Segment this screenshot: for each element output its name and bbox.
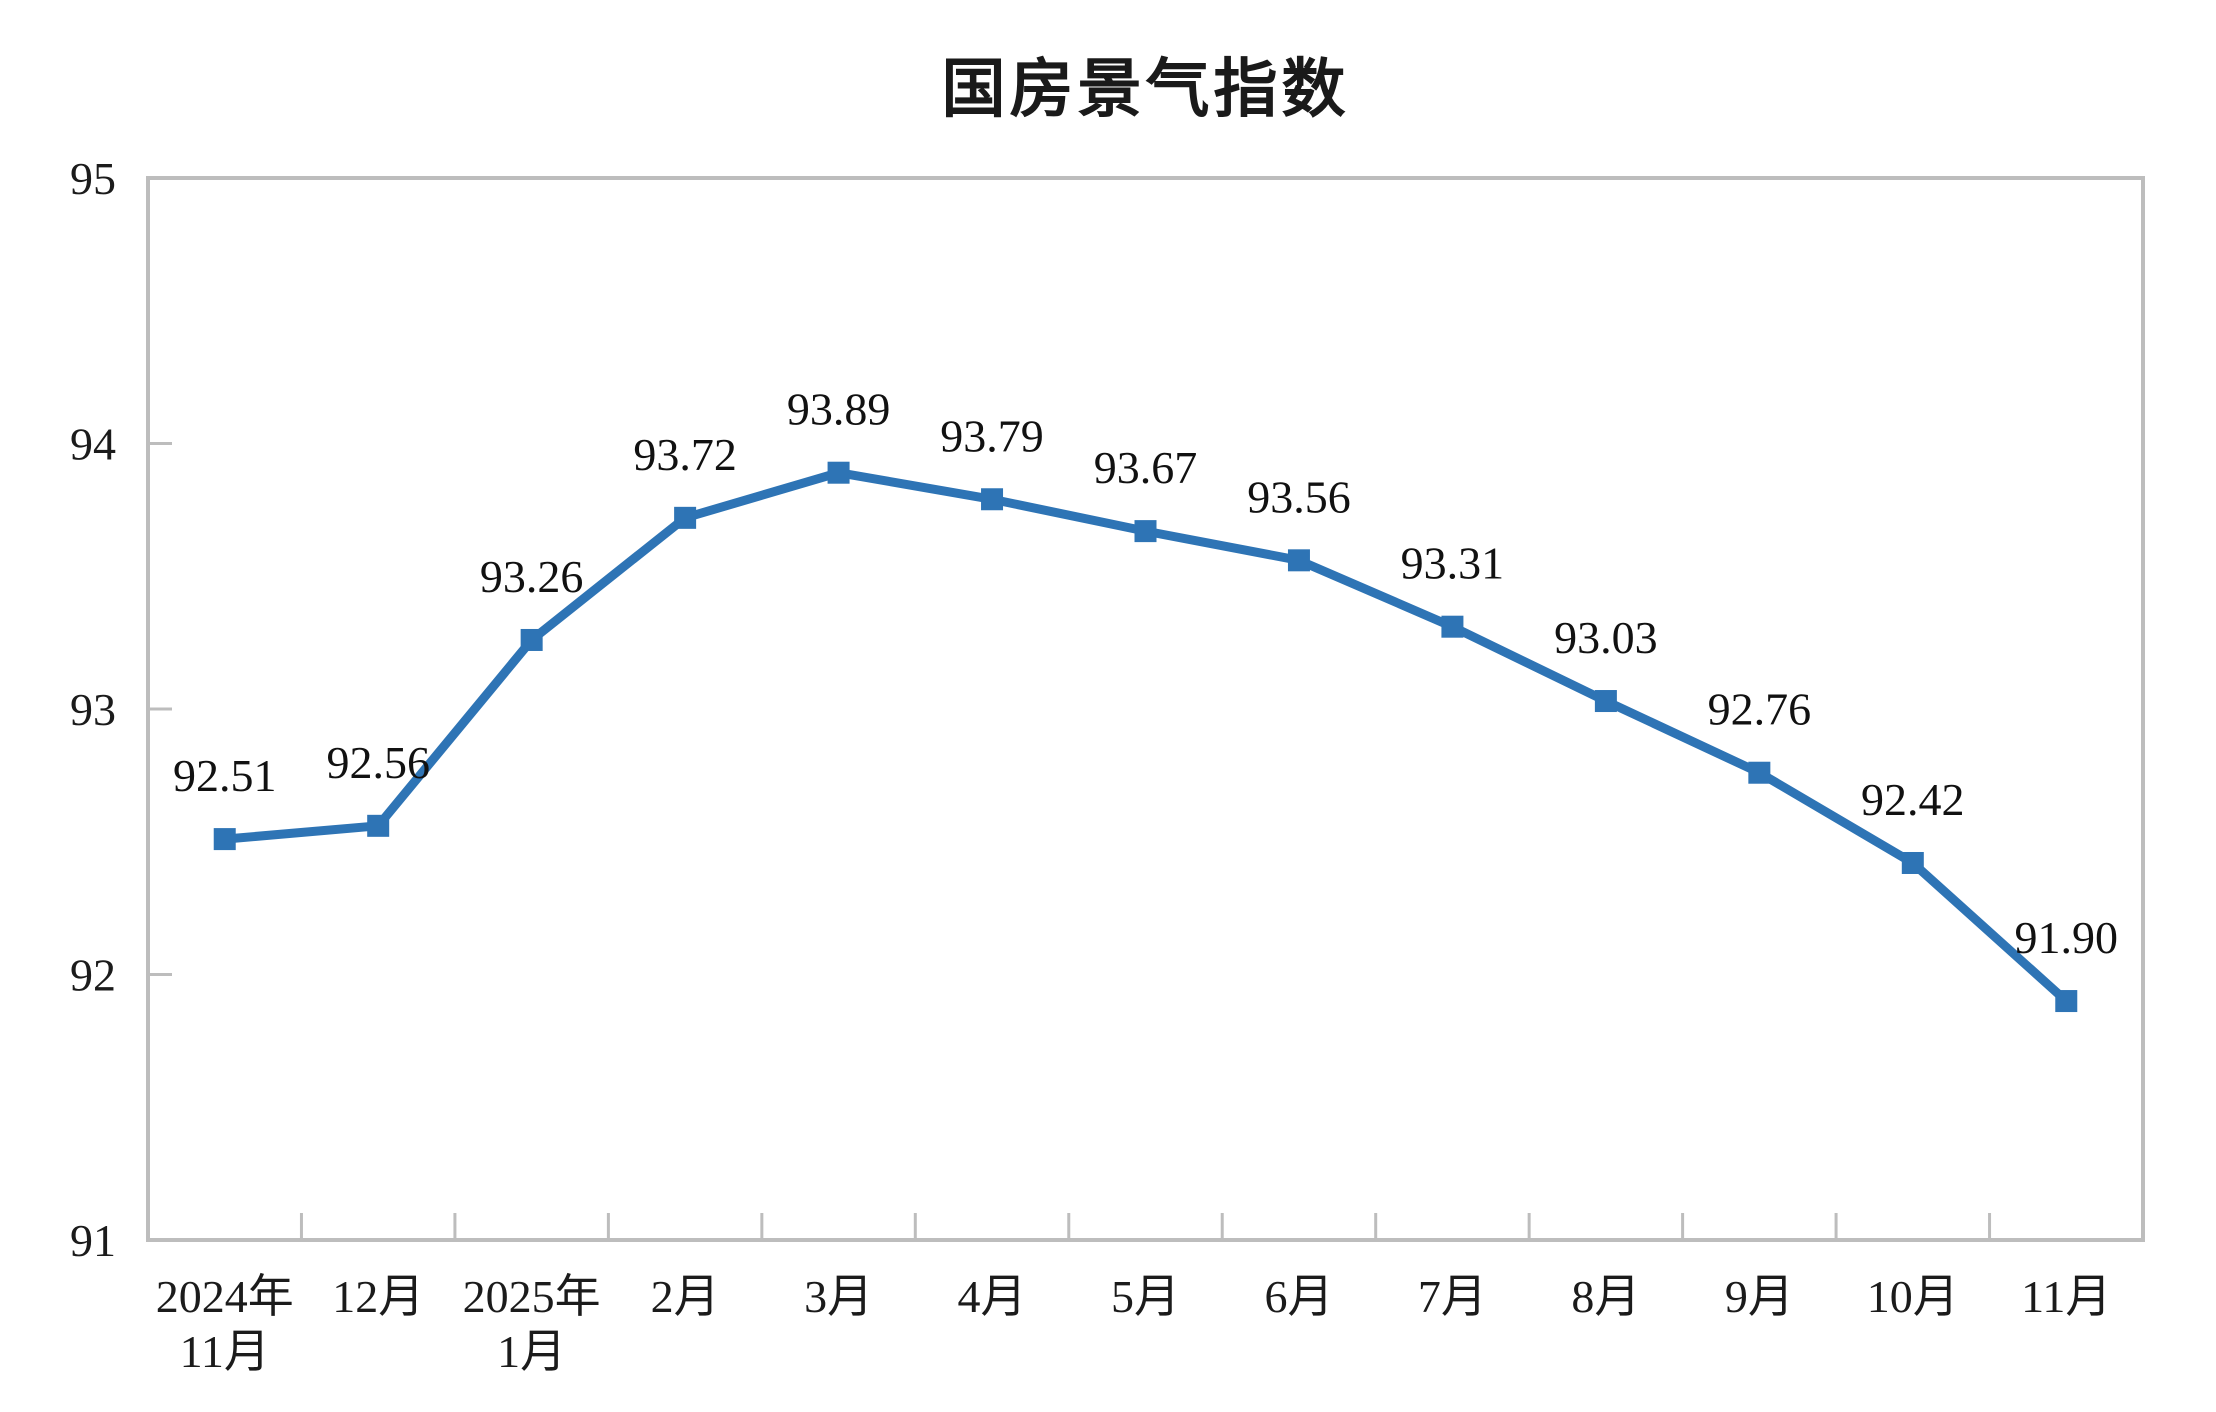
x-axis-category-label: 12月 xyxy=(332,1271,424,1322)
x-axis-category-label: 2024年 xyxy=(156,1271,294,1322)
data-point-marker xyxy=(1748,761,1771,784)
plot-area-border xyxy=(146,176,2145,1242)
data-point-label: 92.42 xyxy=(1861,774,1965,825)
y-axis-tick-label: 94 xyxy=(70,419,116,470)
x-axis-category-label: 3月 xyxy=(804,1271,873,1322)
data-point-marker xyxy=(981,488,1004,511)
data-point-marker xyxy=(1594,690,1617,713)
x-axis-category-label: 2025年 xyxy=(463,1271,601,1322)
data-point-marker xyxy=(827,461,850,484)
x-axis-category-label: 10月 xyxy=(1867,1271,1959,1322)
data-point-marker xyxy=(2055,990,2078,1013)
data-point-marker xyxy=(520,628,543,651)
x-axis-category-label: 9月 xyxy=(1725,1271,1794,1322)
x-axis-category-label: 8月 xyxy=(1571,1271,1640,1322)
data-point-label: 93.89 xyxy=(787,384,891,435)
data-point-label: 93.67 xyxy=(1094,442,1198,493)
data-point-marker xyxy=(367,814,390,837)
data-point-label: 93.72 xyxy=(633,429,737,480)
chart-title: 国房景气指数 xyxy=(941,53,1350,125)
x-axis-category-label: 7月 xyxy=(1418,1271,1487,1322)
data-point-label: 92.76 xyxy=(1708,684,1812,735)
data-point-label: 92.56 xyxy=(326,737,430,788)
y-axis-tick-label: 93 xyxy=(70,684,116,735)
data-point-label: 93.79 xyxy=(940,410,1044,461)
data-point-marker xyxy=(1134,520,1157,543)
data-point-label: 93.31 xyxy=(1401,538,1505,589)
data-point-marker xyxy=(674,506,697,529)
data-point-label: 92.51 xyxy=(173,750,277,801)
x-axis-category-label: 11月 xyxy=(2021,1271,2111,1322)
data-point-label: 93.26 xyxy=(480,551,584,602)
data-point-marker xyxy=(1441,615,1464,638)
x-axis-category-label: 1月 xyxy=(497,1326,566,1377)
x-axis-category-label: 4月 xyxy=(958,1271,1027,1322)
x-axis-category-label: 11月 xyxy=(180,1326,270,1377)
x-axis-category-label: 2月 xyxy=(651,1271,720,1322)
data-point-label: 93.03 xyxy=(1554,612,1658,663)
data-point-marker xyxy=(1287,549,1310,572)
y-axis-tick-label: 91 xyxy=(70,1215,116,1266)
y-axis-tick-label: 92 xyxy=(70,950,116,1001)
x-axis-category-label: 6月 xyxy=(1264,1271,1333,1322)
x-axis-category-label: 5月 xyxy=(1111,1271,1180,1322)
data-point-marker xyxy=(213,828,236,851)
data-point-label: 93.56 xyxy=(1247,471,1351,522)
data-point-marker xyxy=(1901,851,1924,874)
data-point-label: 91.90 xyxy=(2015,912,2119,963)
y-axis-tick-label: 95 xyxy=(70,153,116,204)
